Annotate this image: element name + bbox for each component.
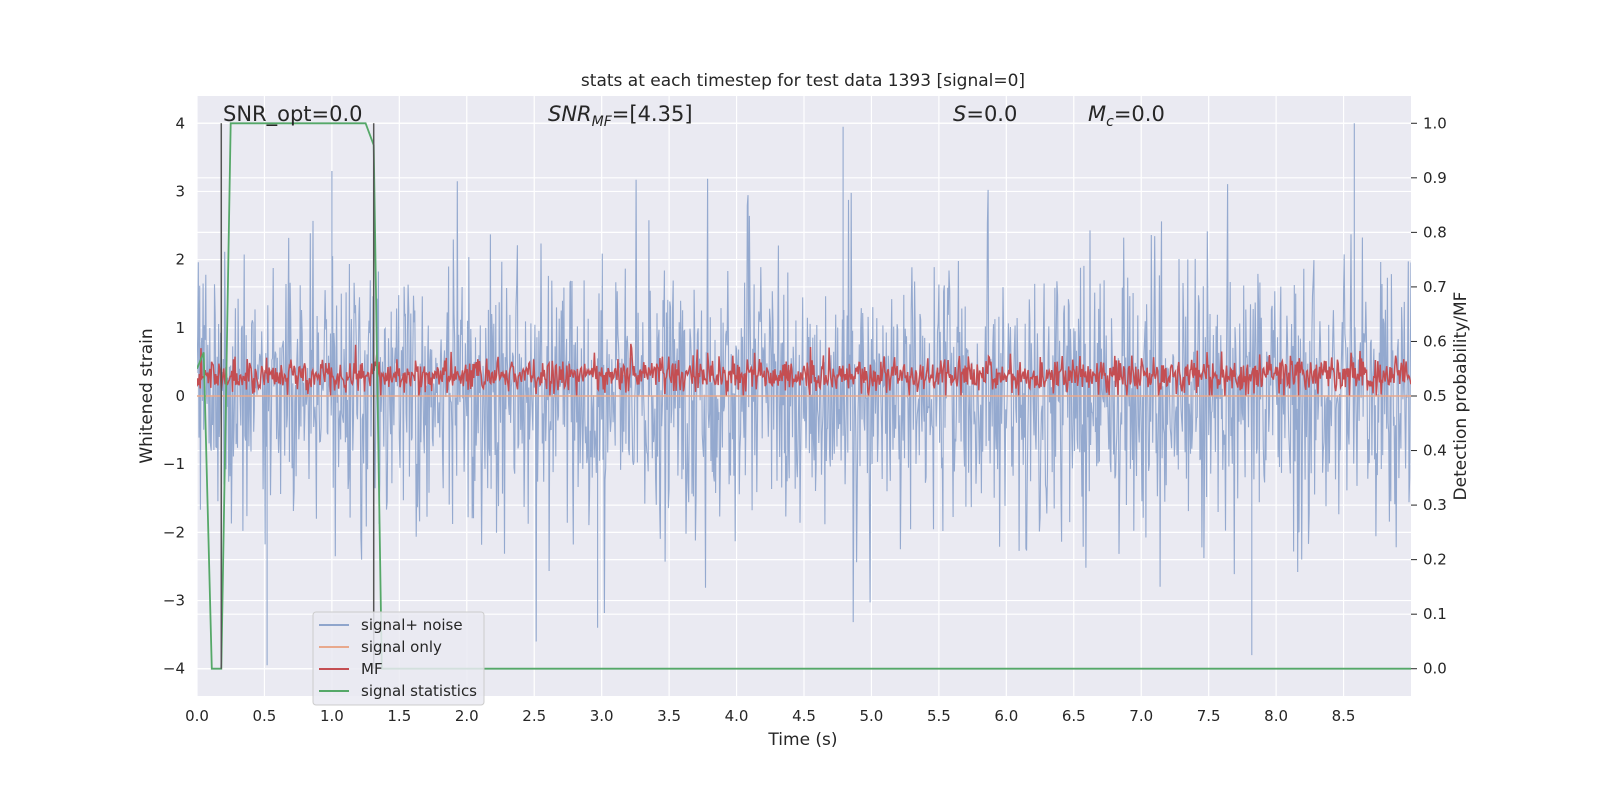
y-tick-label: −1 [163,455,185,473]
x-tick-label: 2.0 [455,707,479,725]
x-tick-label: 0.5 [253,707,277,725]
y-right-tick-label: 0.6 [1423,332,1447,350]
y-right-tick-label: 1.0 [1423,114,1447,132]
chart-title: stats at each timestep for test data 139… [581,71,1025,91]
s-symbol: S [953,102,966,126]
x-tick-label: 3.5 [657,707,681,725]
x-tick-label: 8.5 [1332,707,1356,725]
y-right-tick-label: 0.1 [1423,605,1447,623]
y-ticks-right: 1.0 0.9 0.8 0.7 0.6 0.5 0.4 0.3 0.2 0.1 0.0 [1411,114,1447,678]
y-tick-label: −4 [163,660,185,678]
series-mf [197,343,1411,396]
x-tick-label: 1.0 [320,707,344,725]
y-tick-label: 2 [175,251,185,269]
mc-symbol: M [1088,102,1106,126]
x-tick-label: 6.5 [1062,707,1086,725]
legend-label-signal-only: signal only [361,638,442,656]
legend-label-mf: MF [361,660,383,678]
y-tick-label: 4 [175,114,185,132]
legend-box [312,611,485,706]
annotation-s: S=0.0 [953,102,1017,126]
legend-label-signal-noise: signal+ noise [361,616,463,634]
annotation-snr-opt: SNR_opt=0.0 [223,102,363,127]
snr-mf-value: =[4.35] [612,102,693,126]
x-axis-label: Time (s) [767,730,837,750]
y-axis-label: Whitened strain [137,328,157,463]
y-right-tick-label: 0.8 [1423,223,1447,241]
y-axis-label-right: Detection probability/MF [1451,292,1471,501]
legend: signal+ noise signal only MF signal stat… [312,611,485,706]
y-tick-label: −3 [163,592,185,610]
y-right-tick-label: 0.5 [1423,387,1447,405]
y-right-tick-label: 0.7 [1423,278,1447,296]
s-value: =0.0 [966,102,1017,126]
y-right-tick-label: 0.3 [1423,496,1447,514]
snr-mf-symbol: SNR [548,102,592,126]
x-tick-label: 7.5 [1197,707,1221,725]
annotation-snr-mf: SNRMF=[4.35] [548,102,693,130]
x-tick-label: 6.0 [994,707,1018,725]
x-tick-label: 2.5 [522,707,546,725]
y-tick-label: 3 [175,182,185,200]
x-tick-label: 1.5 [387,707,411,725]
x-tick-label: 3.0 [590,707,614,725]
x-ticks: 0.0 0.5 1.0 1.5 2.0 2.5 3.0 3.5 4.0 4.5 5.0 5.5 6.0 6… [185,707,1355,725]
y-tick-label: 0 [175,387,185,405]
x-tick-label: 0.0 [185,707,209,725]
x-tick-label: 7.0 [1129,707,1153,725]
y-tick-label: −2 [163,523,185,541]
y-tick-label: 1 [175,319,185,337]
annotation-mc: Mc=0.0 [1088,102,1165,130]
x-tick-label: 4.0 [725,707,749,725]
x-tick-label: 5.0 [860,707,884,725]
mc-value: =0.0 [1114,102,1165,126]
x-tick-label: 8.0 [1264,707,1288,725]
y-right-tick-label: 0.0 [1423,660,1447,678]
y-right-tick-label: 0.9 [1423,169,1447,187]
y-right-tick-label: 0.4 [1423,442,1447,460]
snr-mf-subscript: MF [592,114,613,130]
y-ticks-left: 4 3 2 1 0 −1 −2 −3 −4 [163,114,185,677]
x-tick-label: 4.5 [792,707,816,725]
y-right-tick-label: 0.2 [1423,551,1447,569]
x-tick-label: 5.5 [927,707,951,725]
legend-label-signal-statistics: signal statistics [361,682,477,700]
series-signal-noise [197,123,1411,666]
mc-subscript: c [1106,114,1114,130]
